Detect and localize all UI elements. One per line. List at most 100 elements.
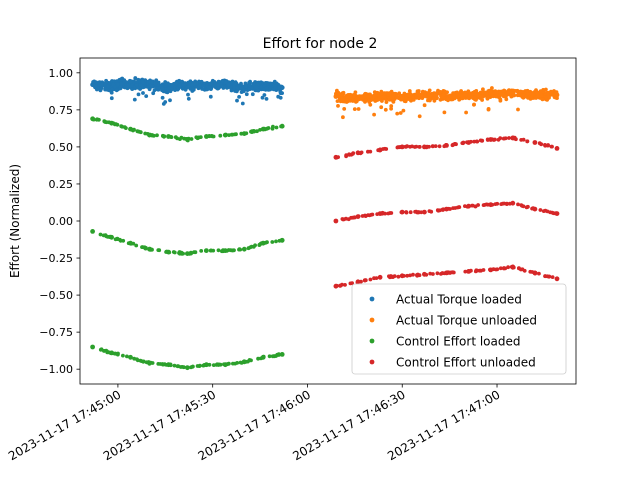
data-point	[488, 267, 492, 272]
data-point	[463, 90, 467, 95]
data-point	[519, 203, 524, 208]
legend-label: Control Effort loaded	[396, 335, 520, 349]
data-point	[181, 82, 186, 87]
data-point	[511, 91, 516, 96]
data-point	[216, 83, 220, 88]
data-point	[377, 275, 382, 280]
data-point	[494, 90, 499, 95]
data-point	[277, 85, 281, 90]
data-point	[472, 102, 476, 107]
y-tick-label: −0.50	[39, 289, 73, 302]
chart-title: Effort for node 2	[263, 36, 378, 52]
data-point	[231, 361, 235, 366]
data-point	[174, 81, 179, 86]
data-point	[133, 76, 138, 81]
data-point	[335, 155, 339, 160]
data-point	[138, 358, 143, 363]
data-point	[342, 107, 347, 111]
data-point	[508, 201, 512, 206]
data-point	[276, 352, 281, 356]
data-point	[152, 133, 156, 138]
data-point	[240, 101, 245, 106]
data-point	[132, 127, 136, 132]
data-point	[147, 87, 152, 92]
data-point	[196, 135, 200, 140]
data-point	[424, 145, 429, 150]
data-point	[494, 94, 498, 99]
data-point	[260, 95, 265, 100]
data-point	[234, 132, 238, 137]
data-point	[383, 91, 388, 96]
data-point	[446, 206, 451, 211]
y-tick-label: 0.00	[49, 215, 74, 228]
data-point	[262, 93, 267, 97]
data-point	[279, 352, 285, 357]
data-point	[368, 277, 373, 282]
data-point	[453, 206, 458, 210]
data-point	[374, 276, 379, 280]
data-point	[163, 80, 168, 84]
data-point	[423, 93, 427, 98]
legend-label: Actual Torque loaded	[396, 293, 522, 307]
data-point	[366, 213, 370, 218]
data-point	[501, 136, 506, 141]
data-point	[546, 143, 550, 147]
data-point	[278, 91, 283, 96]
data-point	[356, 214, 361, 219]
data-point	[346, 94, 350, 99]
data-point	[391, 96, 395, 101]
data-point	[352, 94, 356, 99]
data-point	[271, 87, 276, 92]
data-point	[358, 151, 362, 156]
data-point	[98, 232, 103, 237]
data-point	[452, 93, 456, 98]
data-point	[167, 250, 172, 255]
data-point	[397, 91, 402, 96]
data-point	[479, 268, 483, 273]
data-point	[207, 362, 212, 367]
data-point	[110, 87, 115, 92]
data-point	[541, 88, 546, 92]
data-point	[502, 88, 506, 93]
data-point	[399, 210, 404, 215]
data-point	[395, 145, 400, 150]
data-point	[274, 354, 278, 358]
data-point	[114, 88, 119, 93]
legend-box	[351, 283, 567, 375]
data-point	[479, 90, 484, 95]
data-point	[502, 266, 506, 270]
data-point	[431, 272, 435, 276]
data-point	[549, 144, 554, 149]
data-point	[490, 202, 495, 207]
data-point	[256, 88, 261, 93]
data-point	[178, 365, 183, 369]
data-point	[241, 246, 247, 252]
data-point	[168, 98, 172, 103]
data-point	[113, 85, 117, 89]
data-point	[350, 152, 355, 156]
data-point	[226, 361, 231, 366]
data-point	[389, 106, 393, 111]
legend-marker	[369, 317, 375, 323]
data-point	[469, 268, 473, 273]
data-point	[161, 133, 165, 138]
data-point	[352, 215, 357, 220]
data-point	[500, 201, 505, 206]
data-point	[394, 95, 399, 100]
data-point	[143, 246, 148, 251]
data-point	[333, 218, 339, 224]
data-point	[243, 81, 248, 86]
data-point	[516, 107, 520, 112]
data-point	[408, 210, 413, 215]
data-point	[367, 98, 372, 103]
data-point	[239, 86, 244, 90]
data-point	[169, 135, 174, 140]
data-point	[193, 81, 197, 86]
data-point	[137, 129, 142, 134]
data-point	[469, 139, 473, 144]
data-point	[532, 140, 538, 145]
data-point	[261, 354, 266, 359]
data-point	[119, 79, 124, 83]
data-point	[368, 102, 373, 107]
data-point	[540, 97, 545, 102]
